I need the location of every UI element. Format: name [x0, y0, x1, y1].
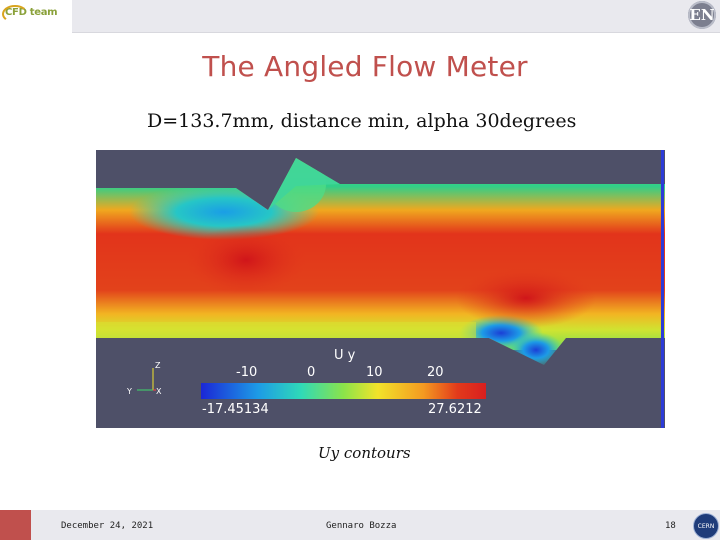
colorbar: [201, 383, 486, 399]
page-number: 18: [665, 521, 676, 531]
legend-tick-2: 0: [307, 365, 315, 380]
uy-contour-plot: Z Y X U y -10 0 10 20 -17.45134 27.6212: [96, 150, 665, 428]
axis-x-label: X: [156, 387, 162, 396]
footer-accent: [0, 510, 31, 540]
en-badge: EN: [688, 1, 716, 29]
slide-title: The Angled Flow Meter: [202, 50, 528, 83]
figure-caption: Uy contours: [318, 444, 411, 462]
legend-tick-4: 20: [427, 365, 444, 380]
legend-min-label: -17.45134: [202, 402, 269, 417]
footer-date: December 24, 2021: [61, 521, 154, 531]
outlet-edge: [661, 150, 664, 428]
flow-field: [96, 158, 665, 365]
header-band: [72, 0, 720, 33]
contour-figure: Z Y X U y -10 0 10 20 -17.45134 27.6212: [96, 150, 665, 428]
legend-variable: U y: [334, 348, 356, 363]
cfd-team-logo: CFD team: [0, 0, 72, 32]
slide-subtitle: D=133.7mm, distance min, alpha 30degrees: [147, 110, 577, 132]
legend-max-label: 27.6212: [428, 402, 482, 417]
logo-swirl-icon: [2, 5, 28, 23]
color-legend: U y -10 0 10 20 -17.45134 27.6212: [201, 348, 486, 417]
axes-triad: Z Y X: [126, 361, 162, 396]
cern-logo: CERN: [693, 513, 719, 539]
axis-z-label: Z: [155, 361, 161, 370]
cfd-logo-text: CFD team: [2, 5, 58, 23]
legend-tick-3: 10: [366, 365, 383, 380]
legend-tick-1: -10: [236, 365, 257, 380]
footer-author: Gennaro Bozza: [326, 521, 397, 531]
axis-y-label: Y: [126, 387, 132, 396]
footer-bar: [0, 510, 720, 540]
